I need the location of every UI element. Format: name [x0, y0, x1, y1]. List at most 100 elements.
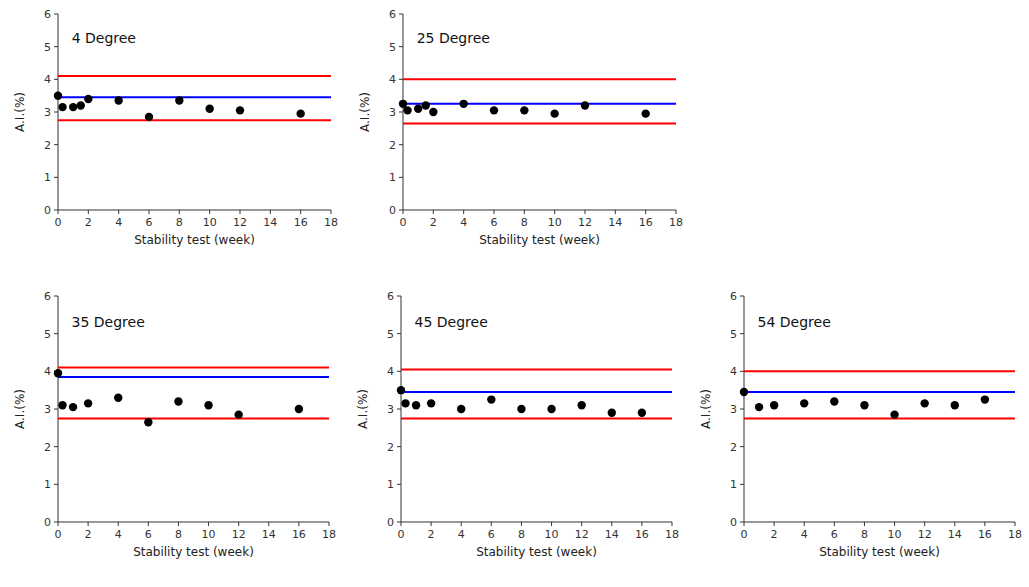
- y-tick: [54, 46, 58, 47]
- x-tick-label: 6: [488, 528, 495, 541]
- x-axis-label: Stability test (week): [134, 233, 255, 247]
- x-axis-line: [58, 522, 329, 523]
- reference-line: [403, 78, 676, 80]
- x-tick-label: 12: [575, 528, 589, 541]
- x-tick: [611, 522, 612, 526]
- data-point: [403, 106, 411, 114]
- x-tick: [463, 210, 464, 214]
- x-tick-label: 10: [548, 216, 562, 229]
- x-tick: [148, 522, 149, 526]
- y-tick-label: 0: [730, 516, 737, 529]
- x-tick: [88, 210, 89, 214]
- x-tick-label: 10: [888, 528, 902, 541]
- x-tick-label: 12: [233, 216, 247, 229]
- plot-area: [54, 76, 331, 121]
- x-tick: [581, 522, 582, 526]
- reference-line: [403, 103, 676, 105]
- panel-title: 35 Degree: [72, 314, 145, 330]
- panel-title: 54 Degree: [758, 314, 831, 330]
- x-tick-label: 8: [861, 528, 868, 541]
- x-tick: [238, 522, 239, 526]
- data-point: [427, 399, 435, 407]
- x-axis-label: Stability test (week): [819, 545, 940, 559]
- x-axis-label: Stability test (week): [479, 233, 600, 247]
- y-tick: [397, 446, 401, 447]
- y-tick: [54, 79, 58, 80]
- x-tick: [208, 522, 209, 526]
- x-tick-label: 2: [771, 528, 778, 541]
- data-point: [401, 399, 409, 407]
- x-tick: [615, 210, 616, 214]
- data-point: [84, 95, 92, 103]
- y-tick-label: 6: [44, 290, 51, 303]
- data-point: [296, 109, 304, 117]
- x-tick: [554, 210, 555, 214]
- x-tick-label: 16: [292, 528, 306, 541]
- x-tick-label: 2: [85, 528, 92, 541]
- x-tick: [240, 210, 241, 214]
- x-tick: [494, 210, 495, 214]
- x-tick: [178, 522, 179, 526]
- x-axis-label: Stability test (week): [476, 545, 597, 559]
- y-tick: [397, 333, 401, 334]
- x-tick-label: 10: [203, 216, 217, 229]
- y-tick: [54, 409, 58, 410]
- data-point: [550, 109, 558, 117]
- data-point: [175, 96, 183, 104]
- x-tick: [551, 522, 552, 526]
- y-tick: [399, 46, 403, 47]
- x-tick-label: 14: [608, 216, 622, 229]
- x-tick: [149, 210, 150, 214]
- y-tick-label: 6: [389, 8, 396, 21]
- data-point: [770, 401, 778, 409]
- data-point: [641, 109, 649, 117]
- x-tick-label: 14: [948, 528, 962, 541]
- panel-title: 4 Degree: [72, 30, 136, 46]
- x-tick-label: 8: [176, 216, 183, 229]
- y-tick-label: 0: [389, 204, 396, 217]
- data-point: [54, 369, 62, 377]
- x-tick: [331, 210, 332, 214]
- y-tick: [740, 333, 744, 334]
- x-tick: [834, 522, 835, 526]
- data-point: [174, 397, 182, 405]
- y-tick: [54, 177, 58, 178]
- reference-line: [744, 391, 1015, 393]
- x-tick: [403, 210, 404, 214]
- y-axis-label: A.I.(%): [13, 92, 27, 132]
- panel: 0246810121416180123456Stability test (we…: [358, 8, 683, 247]
- y-tick-label: 4: [44, 365, 51, 378]
- data-point: [145, 113, 153, 121]
- y-tick-label: 6: [730, 290, 737, 303]
- y-tick-label: 5: [730, 328, 737, 341]
- data-point: [638, 409, 646, 417]
- y-tick-label: 1: [387, 478, 394, 491]
- x-tick: [270, 210, 271, 214]
- x-tick: [118, 522, 119, 526]
- y-tick-label: 5: [387, 328, 394, 341]
- x-axis-line: [401, 522, 672, 523]
- x-tick: [521, 522, 522, 526]
- y-tick-label: 2: [387, 441, 394, 454]
- reference-line: [403, 122, 676, 124]
- data-point: [520, 106, 528, 114]
- x-tick-label: 6: [145, 528, 152, 541]
- y-tick-label: 5: [44, 328, 51, 341]
- y-tick: [54, 484, 58, 485]
- x-tick-label: 0: [741, 528, 748, 541]
- y-tick-label: 1: [389, 171, 396, 184]
- y-tick-label: 1: [44, 478, 51, 491]
- x-tick-label: 16: [294, 216, 308, 229]
- x-tick-label: 4: [458, 528, 465, 541]
- x-tick-label: 12: [918, 528, 932, 541]
- y-tick-label: 6: [387, 290, 394, 303]
- plot-area: [740, 371, 1015, 419]
- y-tick: [54, 112, 58, 113]
- x-tick: [401, 522, 402, 526]
- y-tick-label: 0: [44, 516, 51, 529]
- x-tick: [329, 522, 330, 526]
- x-tick-label: 14: [262, 528, 276, 541]
- y-tick-label: 1: [44, 171, 51, 184]
- x-tick: [58, 522, 59, 526]
- x-tick-label: 0: [55, 528, 62, 541]
